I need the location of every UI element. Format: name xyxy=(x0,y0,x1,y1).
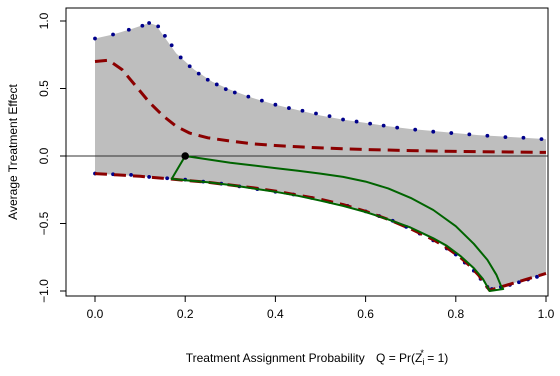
bound-point-65 xyxy=(517,280,521,285)
bound-point-11 xyxy=(205,77,210,82)
x-axis-title: Treatment Assignment Probability Q = Pr(… xyxy=(186,348,449,367)
bound-point-4 xyxy=(147,21,152,25)
bound-point-26 xyxy=(395,125,400,130)
y-tick-label-1: −0.5 xyxy=(37,211,51,235)
bound-point-13 xyxy=(223,87,228,92)
bound-point-39 xyxy=(165,176,170,181)
x-axis-formula: Q = Pr(Z xyxy=(376,351,422,365)
bound-point-18 xyxy=(287,106,291,110)
x-axis-formula-sup: * xyxy=(420,348,424,358)
bound-point-16 xyxy=(259,98,264,103)
bound-point-10 xyxy=(196,71,201,76)
x-tick-label-2: 0.4 xyxy=(267,307,284,321)
y-tick-label-0: −1.0 xyxy=(37,279,51,303)
x-tick-label-5: 1.0 xyxy=(538,307,555,321)
bound-point-20 xyxy=(314,111,318,116)
bound-point-38 xyxy=(147,175,152,179)
bound-point-37 xyxy=(129,173,133,177)
plot-layer xyxy=(66,21,548,292)
plot-frame xyxy=(65,7,549,297)
bound-point-22 xyxy=(341,117,345,122)
bound-point-32 xyxy=(503,135,508,140)
bound-point-6 xyxy=(163,33,167,38)
x-tick-label-3: 0.6 xyxy=(357,307,374,321)
x-axis-title-text: Treatment Assignment Probability xyxy=(186,351,365,365)
x-axis-formula-sub: i xyxy=(422,357,424,367)
bound-point-23 xyxy=(354,119,359,124)
y-tick-label-2: 0.0 xyxy=(37,147,51,164)
x-axis-formula-end: = 1) xyxy=(424,351,448,365)
bound-point-8 xyxy=(178,55,183,60)
bound-point-1 xyxy=(111,32,115,37)
x-tick-label-4: 0.8 xyxy=(447,307,464,321)
bound-point-30 xyxy=(467,132,472,137)
bound-point-28 xyxy=(431,129,436,134)
bound-point-7 xyxy=(169,43,174,48)
bound-point-9 xyxy=(187,64,192,69)
bound-point-0 xyxy=(93,36,97,41)
bound-point-5 xyxy=(156,24,161,29)
solid-bound-line-3 xyxy=(170,155,505,292)
bound-point-2 xyxy=(126,27,131,32)
bound-point-29 xyxy=(449,131,454,135)
bound-point-3 xyxy=(140,23,145,28)
bound-point-12 xyxy=(214,82,219,87)
y-tick-label-4: 1.0 xyxy=(37,12,51,29)
bound-point-27 xyxy=(413,127,418,132)
bound-point-14 xyxy=(232,90,237,95)
y-tick-label-3: 0.5 xyxy=(37,80,51,97)
x-tick-label-1: 0.2 xyxy=(177,307,194,321)
shaded-bounds-region xyxy=(95,23,546,291)
bound-point-25 xyxy=(381,123,386,128)
bound-point-21 xyxy=(327,114,332,119)
bound-point-24 xyxy=(368,121,373,126)
bound-point-67 xyxy=(535,274,539,279)
dashed-bound-line-1 xyxy=(94,58,547,154)
highlight-point xyxy=(181,152,189,160)
bound-point-15 xyxy=(246,94,251,99)
bound-point-31 xyxy=(485,133,490,138)
axes-layer: 0.0 0.2 0.4 0.6 0.8 1.0 −1.0 −0.5 0.0 0.5 1.0 xyxy=(37,7,555,321)
bound-point-34 xyxy=(539,137,544,142)
bound-point-17 xyxy=(273,102,278,107)
bound-point-19 xyxy=(300,108,305,113)
x-tick-label-0: 0.0 xyxy=(87,307,104,321)
y-axis-title: Average Treatment Effect xyxy=(6,84,20,220)
bound-point-33 xyxy=(521,135,526,140)
